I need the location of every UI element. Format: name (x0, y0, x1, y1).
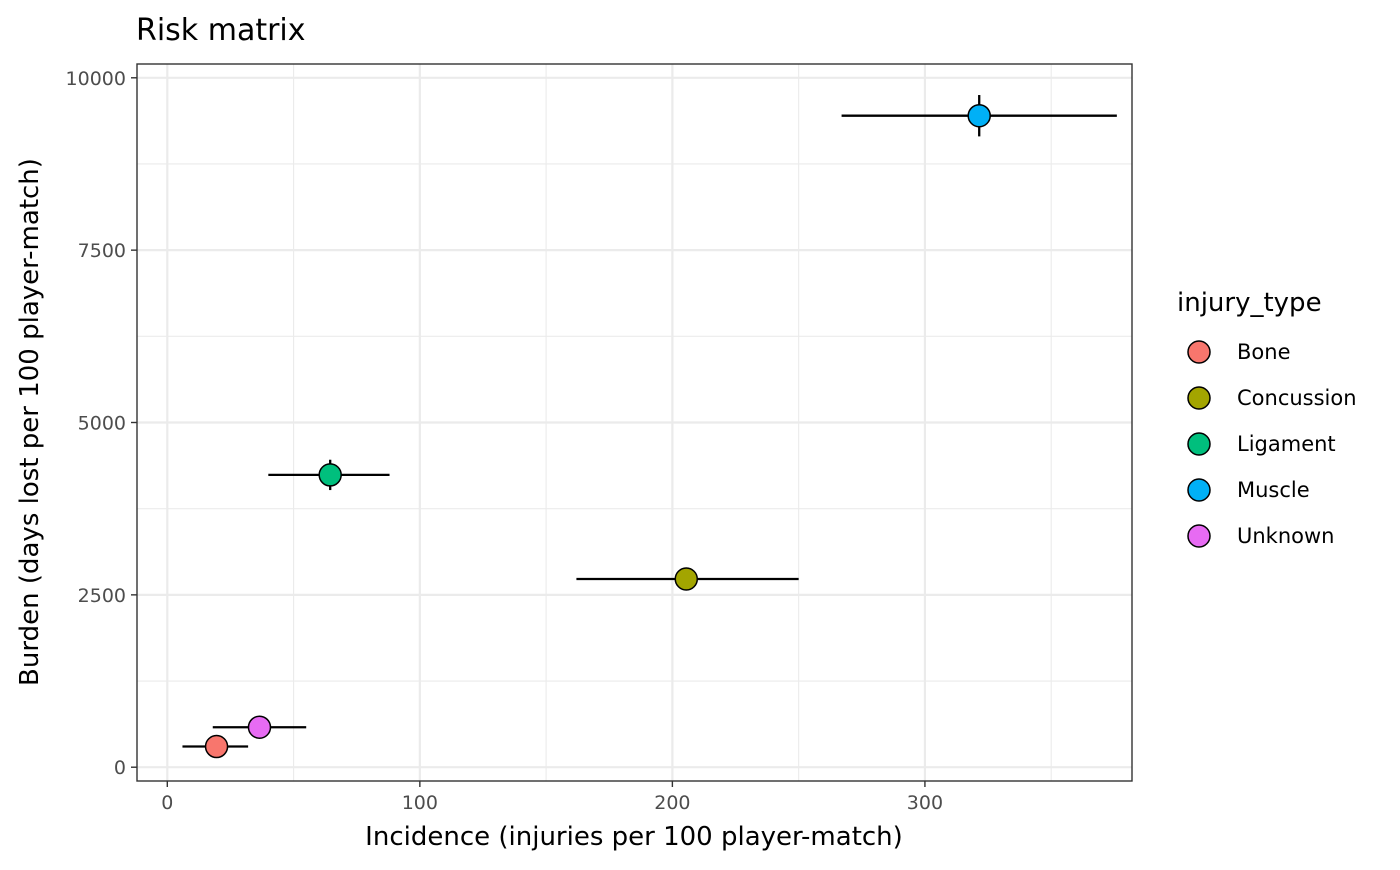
legend-label-bone: Bone (1237, 340, 1290, 364)
point-bone (204, 734, 229, 759)
legend-label-concussion: Concussion (1237, 386, 1357, 410)
legend-key-bone (1187, 340, 1211, 364)
y-axis-label: Burden (days lost per 100 player-match) (15, 158, 45, 686)
legend: injury_type Bone Concussion Ligament Muscle… (1177, 288, 1357, 548)
x-tick-label: 200 (654, 792, 690, 814)
y-tick-label: 2500 (78, 585, 126, 607)
point-concussion (674, 567, 699, 591)
y-tick-label: 7500 (78, 240, 126, 262)
legend-key-muscle (1187, 478, 1211, 502)
legend-key-concussion (1187, 386, 1211, 410)
y-tick-label: 5000 (78, 413, 126, 435)
chart-title: Risk matrix (136, 13, 306, 48)
legend-key-unknown (1187, 524, 1211, 548)
legend-items: Bone Concussion Ligament Muscle Unknown (1187, 340, 1357, 548)
legend-label-muscle: Muscle (1237, 478, 1310, 502)
y-tick-label: 10000 (66, 68, 126, 90)
minor-gridlines (137, 64, 1132, 781)
x-axis-label: Incidence (injuries per 100 player-match… (365, 822, 903, 852)
point-unknown (247, 715, 272, 739)
data-points (204, 103, 991, 759)
legend-title: injury_type (1177, 288, 1322, 318)
x-tick-label: 100 (402, 792, 438, 814)
legend-label-ligament: Ligament (1237, 432, 1336, 456)
legend-label-unknown: Unknown (1237, 524, 1334, 548)
point-muscle (967, 103, 991, 128)
x-tick-label: 0 (161, 792, 173, 814)
point-ligament (318, 463, 342, 487)
legend-key-ligament (1187, 432, 1211, 456)
major-gridlines (137, 64, 1132, 781)
y-tick-label: 0 (114, 757, 126, 779)
y-axis-ticks: 0 2500 5000 7500 10000 (66, 68, 137, 779)
x-axis-ticks: 0 100 200 300 (161, 781, 943, 814)
x-tick-label: 300 (907, 792, 943, 814)
